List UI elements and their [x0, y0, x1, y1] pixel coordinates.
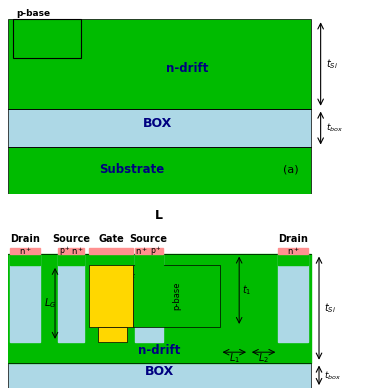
Text: p-base: p-base [16, 9, 50, 17]
Bar [89, 248, 133, 254]
Text: n$^+$: n$^+$ [135, 245, 148, 257]
Text: n-drift: n-drift [138, 344, 180, 357]
Text: $L_1$: $L_1$ [229, 351, 240, 365]
Text: Substrate: Substrate [99, 163, 164, 176]
Bar [278, 248, 308, 254]
Bar [58, 254, 84, 265]
Text: p-base: p-base [172, 282, 181, 310]
Text: $t_{ox}$: $t_{ox}$ [123, 268, 137, 281]
Bar [13, 19, 81, 58]
Text: BOX: BOX [143, 117, 172, 130]
Text: n$^+$: n$^+$ [287, 245, 300, 257]
Text: Source: Source [130, 234, 168, 244]
Text: $t_{ox1}$: $t_{ox1}$ [102, 324, 119, 337]
Bar [10, 254, 40, 342]
Bar [8, 147, 311, 194]
Bar [8, 19, 311, 109]
Text: $L_G$: $L_G$ [43, 296, 56, 310]
Bar [99, 327, 127, 342]
Text: n$^+$: n$^+$ [19, 245, 32, 257]
Bar [135, 254, 163, 265]
Text: (a): (a) [284, 165, 299, 175]
Bar [10, 254, 40, 265]
Text: $t_{Si}$: $t_{Si}$ [326, 57, 338, 71]
Text: $L_2$: $L_2$ [258, 351, 269, 365]
Bar [149, 248, 163, 254]
Text: $t_{box}$: $t_{box}$ [324, 369, 341, 381]
Text: p$^+$: p$^+$ [150, 244, 162, 258]
Bar [135, 248, 149, 254]
Bar [8, 254, 311, 363]
Bar [278, 254, 308, 342]
Bar [278, 254, 308, 265]
Text: $t_{Si}$: $t_{Si}$ [324, 301, 336, 315]
Bar [135, 254, 163, 342]
Text: $t_{box}$: $t_{box}$ [326, 122, 343, 134]
Text: Drain: Drain [278, 234, 308, 244]
Text: BOX: BOX [145, 365, 174, 378]
Text: Gate: Gate [99, 234, 124, 244]
Text: L: L [155, 209, 163, 222]
Bar [133, 265, 220, 327]
Bar [8, 363, 311, 388]
Bar [89, 265, 133, 327]
Bar [10, 248, 40, 254]
Bar [58, 254, 84, 342]
Text: n$^+$: n$^+$ [71, 245, 84, 257]
Bar [71, 248, 84, 254]
Bar [58, 248, 71, 254]
Text: Source: Source [52, 234, 90, 244]
Text: p$^+$: p$^+$ [59, 244, 71, 258]
Bar [8, 109, 311, 147]
Text: n-drift: n-drift [166, 62, 208, 75]
Text: $t_1$: $t_1$ [242, 283, 252, 297]
Text: Drain: Drain [10, 234, 40, 244]
